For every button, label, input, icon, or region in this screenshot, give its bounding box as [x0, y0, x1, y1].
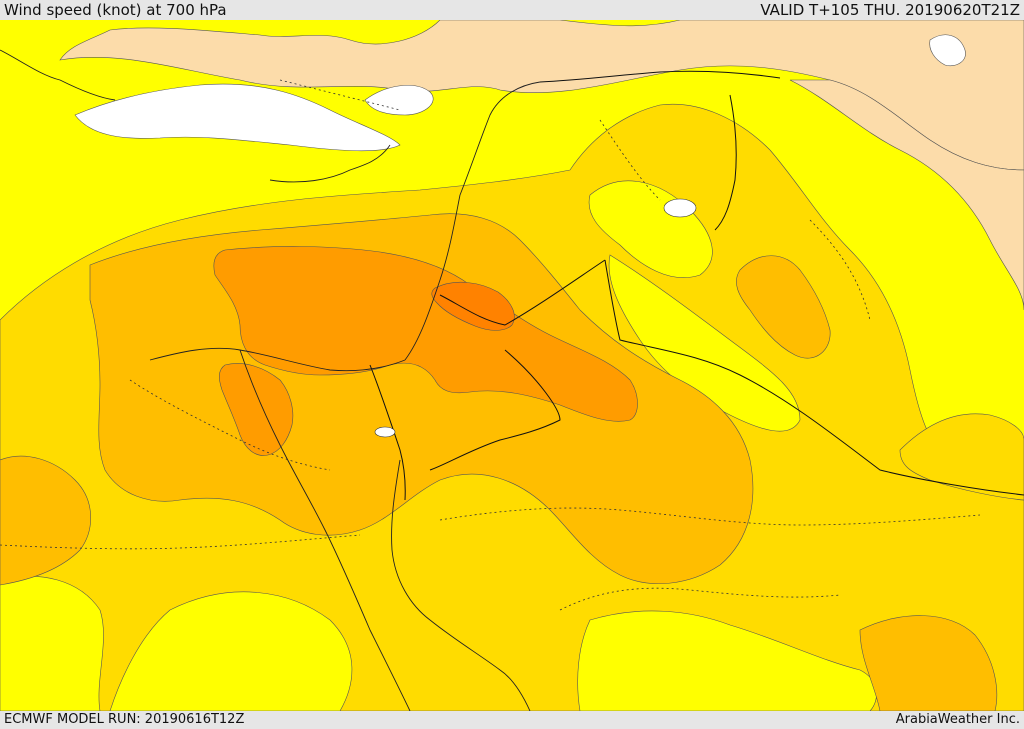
field-dark-orange: [431, 281, 515, 331]
map-title: Wind speed (knot) at 700 hPa: [4, 1, 227, 19]
field-gold-east-cell: [899, 413, 1024, 501]
field-calm-white-c: [929, 34, 966, 67]
admin-boundaries: [0, 79, 981, 611]
field-calm-white-a: [74, 83, 401, 152]
field-yellow-pocket-s: [109, 591, 353, 711]
field-amber-west: [0, 455, 91, 586]
field-amber-southeast-cell: [859, 615, 998, 711]
field-yellow-pocket-e: [608, 254, 801, 432]
credit: ArabiaWeather Inc.: [895, 712, 1020, 727]
valid-time: VALID T+105 THU. 20190620T21Z: [760, 1, 1020, 19]
field-orange-delta: [219, 363, 294, 456]
field-light-tan-east: [789, 79, 1024, 311]
islands: [374, 198, 697, 438]
field-amber-east-cell: [736, 255, 831, 359]
footer-bar: ECMWF MODEL RUN: 20190616T12Z ArabiaWeat…: [0, 711, 1024, 729]
coastlines: [0, 49, 541, 711]
model-run: ECMWF MODEL RUN: 20190616T12Z: [4, 712, 245, 727]
field-calm-white-b: [364, 85, 434, 116]
country-borders: [369, 70, 1024, 501]
field-yellow-pocket-se: [577, 610, 877, 711]
wind-speed-map[interactable]: [0, 20, 1024, 711]
field-yellow-pocket-sw: [0, 575, 104, 711]
header-bar: Wind speed (knot) at 700 hPa VALID T+105…: [0, 0, 1024, 20]
